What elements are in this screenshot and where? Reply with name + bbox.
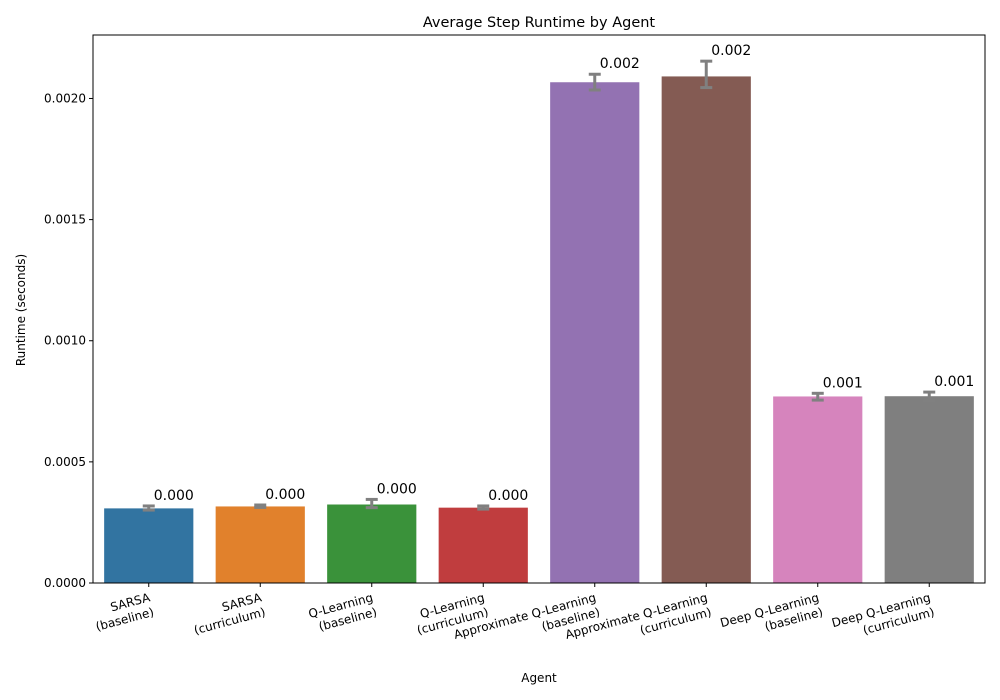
error-bar — [142, 504, 155, 512]
x-tick-label: Deep Q-Learning(baseline) — [719, 590, 825, 644]
error-bar — [588, 72, 601, 92]
data-label: 0.002 — [711, 43, 751, 59]
bar — [884, 396, 974, 583]
x-tick-label: SARSA(baseline) — [90, 590, 156, 634]
error-bars-group — [142, 59, 936, 512]
error-bar — [254, 503, 267, 509]
bar — [215, 506, 305, 583]
error-bar — [923, 390, 936, 403]
data-label: 0.002 — [600, 56, 640, 72]
x-tick-label: SARSA(curriculum) — [189, 590, 268, 637]
error-bar — [700, 59, 713, 90]
data-label: 0.000 — [377, 481, 417, 497]
bar — [550, 82, 640, 583]
bar — [773, 396, 863, 583]
data-label: 0.000 — [488, 488, 528, 504]
chart-title: Average Step Runtime by Agent — [423, 15, 656, 31]
bar — [327, 504, 417, 583]
bars-group — [104, 76, 974, 583]
y-tick-label: 0.0020 — [44, 91, 86, 105]
y-tick-label: 0.0015 — [44, 213, 86, 227]
error-bar — [365, 497, 378, 510]
error-bar — [811, 391, 824, 402]
y-axis: 0.0000 0.0005 0.0010 0.0015 0.0020 — [44, 91, 93, 590]
y-tick-label: 0.0005 — [44, 455, 86, 469]
bar — [104, 508, 194, 583]
bar — [438, 507, 528, 583]
error-bar — [477, 504, 490, 511]
y-axis-title: Runtime (seconds) — [14, 254, 28, 366]
data-label: 0.000 — [154, 488, 194, 504]
data-label: 0.001 — [823, 375, 863, 391]
plot-frame — [92, 34, 986, 584]
y-tick-label: 0.0000 — [44, 576, 86, 590]
bar — [661, 76, 751, 583]
x-tick-label: Deep Q-Learning(curriculum) — [830, 590, 936, 644]
data-label: 0.001 — [934, 374, 974, 390]
x-tick-label: Q-Learning(baseline) — [307, 590, 378, 635]
y-tick-label: 0.0010 — [44, 334, 86, 348]
x-axis-title: Agent — [521, 671, 557, 685]
data-labels-group: 0.000 0.000 0.000 0.000 0.002 0.002 0.001 0.001 — [154, 43, 975, 504]
x-axis: SARSA(baseline) SARSA(curriculum) Q-Learni… — [90, 583, 936, 644]
data-label: 0.000 — [265, 487, 305, 503]
